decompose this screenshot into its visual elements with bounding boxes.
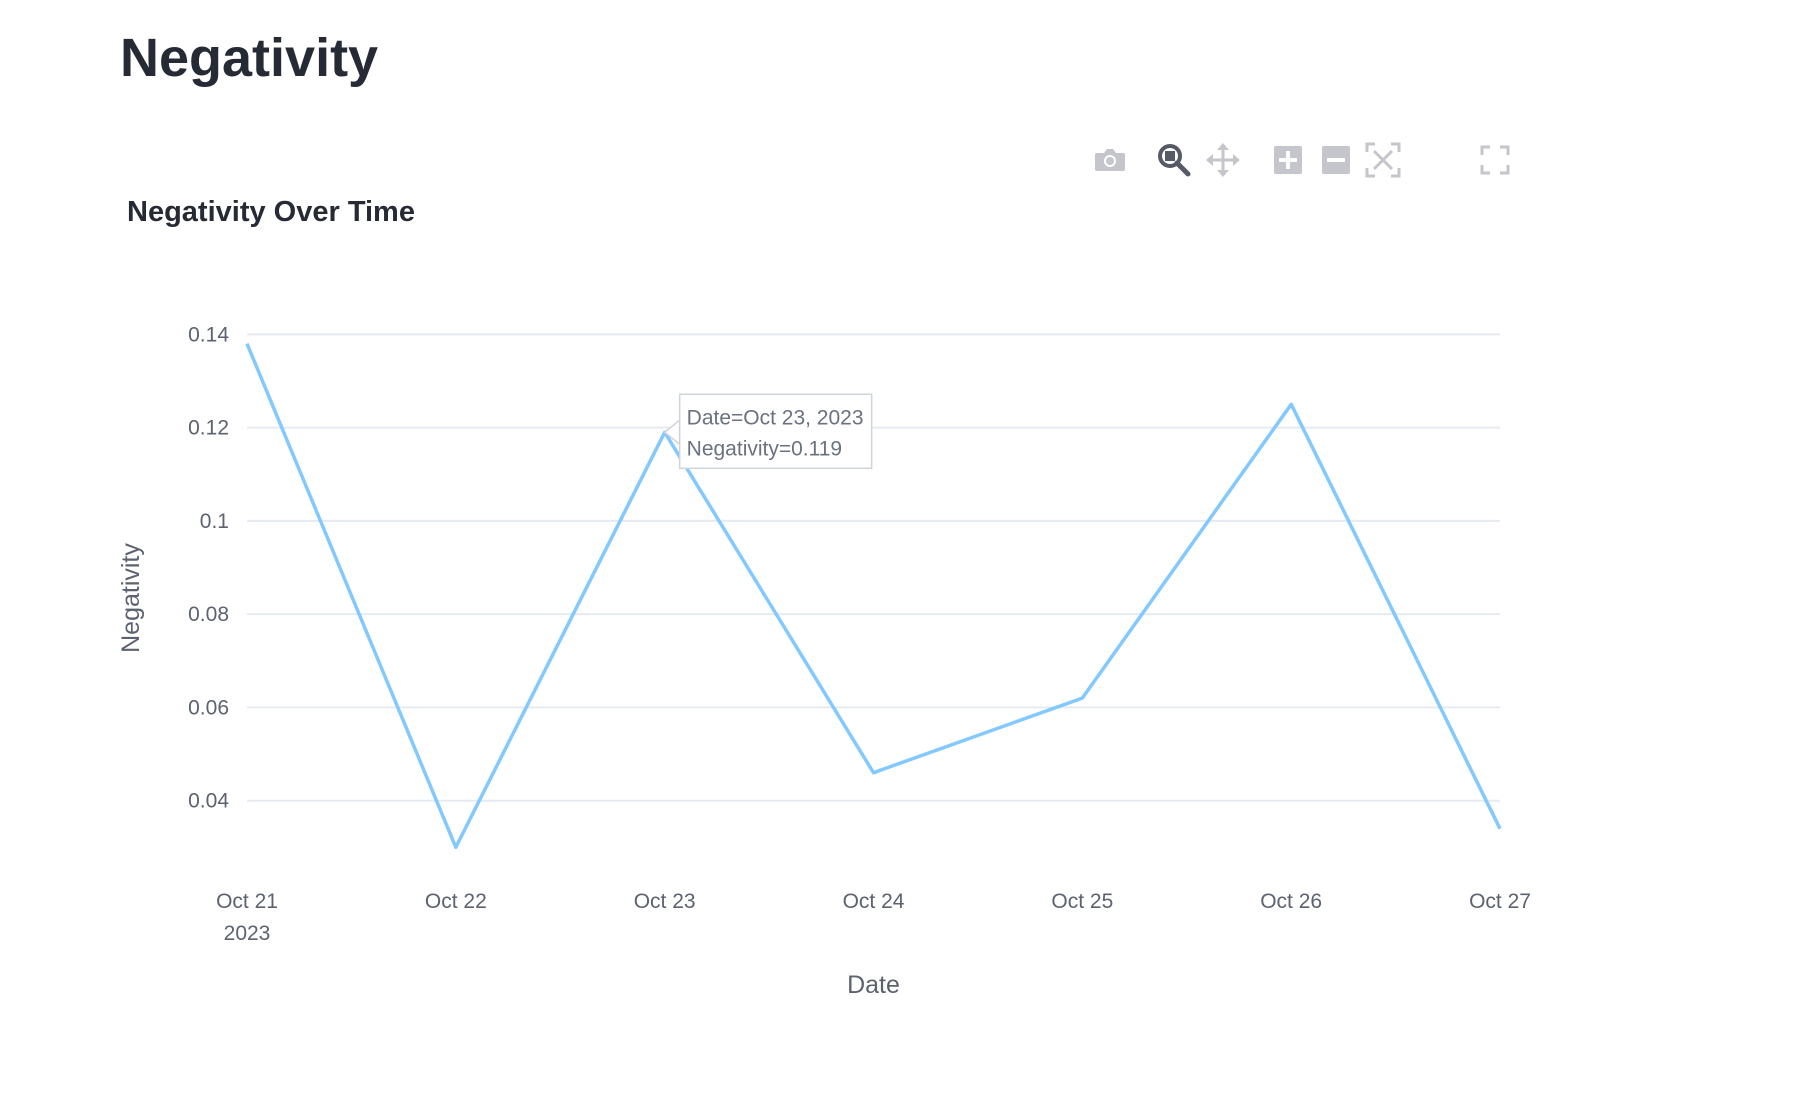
camera-icon[interactable] <box>1090 140 1130 180</box>
y-tick-label: 0.04 <box>188 790 229 813</box>
x-axis-title: Date <box>847 971 900 999</box>
y-tick-label: 0.12 <box>188 417 229 440</box>
tooltip-line: Date=Oct 23, 2023 <box>687 406 864 429</box>
x-tick-label: Oct 22 <box>425 890 487 913</box>
x-tick-label: Oct 26 <box>1260 890 1322 913</box>
y-tick-label: 0.06 <box>188 696 229 719</box>
zoom-in-icon[interactable] <box>1268 140 1308 180</box>
x-tick-label: Oct 23 <box>634 890 696 913</box>
tooltip-line: Negativity=0.119 <box>687 437 842 460</box>
chart-title: Negativity Over Time <box>127 196 415 228</box>
x-tick-label: Oct 21 <box>216 890 278 913</box>
x-tick-year-label: 2023 <box>224 922 271 945</box>
chart-modebar <box>1090 140 1530 180</box>
series-line[interactable] <box>245 343 1502 850</box>
autoscale-icon[interactable] <box>1363 140 1403 180</box>
zoom-out-icon[interactable] <box>1316 140 1356 180</box>
y-tick-label: 0.14 <box>188 323 229 346</box>
x-tick-label: Oct 24 <box>843 890 905 913</box>
fullscreen-icon[interactable] <box>1475 140 1515 180</box>
y-axis-title: Negativity <box>117 543 145 653</box>
x-tick-label: Oct 25 <box>1051 890 1113 913</box>
tooltip-pointer <box>663 418 681 446</box>
x-tick-label: Oct 27 <box>1469 890 1531 913</box>
y-tick-label: 0.1 <box>200 510 229 533</box>
tooltip-box <box>678 393 873 470</box>
page-title: Negativity <box>120 28 379 88</box>
pan-icon[interactable] <box>1203 140 1243 180</box>
y-tick-label: 0.08 <box>188 603 229 626</box>
zoom-icon[interactable] <box>1154 140 1194 180</box>
